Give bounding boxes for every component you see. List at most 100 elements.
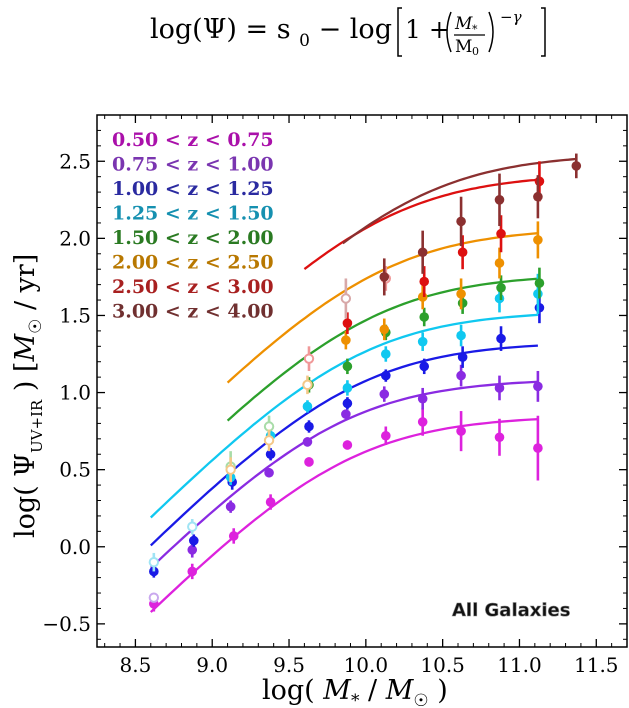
- equation-one-plus: 1 +: [405, 15, 450, 44]
- data-point: [302, 401, 313, 412]
- data-point-open: [225, 464, 236, 475]
- legend-entry: 1.50 < z < 2.00: [112, 227, 274, 249]
- data-point: [417, 336, 428, 347]
- data-point: [533, 191, 543, 202]
- data-point-open: [148, 556, 160, 568]
- data-point-open: [263, 421, 275, 432]
- equation-lhs: log(Ψ) = s: [150, 14, 291, 45]
- x-tick-label: 8.5: [119, 653, 151, 677]
- legend-entry: 1.25 < z < 1.50: [112, 203, 274, 225]
- data-point: [419, 276, 430, 287]
- data-point: [228, 531, 239, 541]
- data-point: [265, 449, 276, 460]
- data-point: [456, 330, 466, 341]
- data-point: [381, 370, 391, 381]
- data-point: [496, 333, 506, 344]
- data-point: [456, 216, 466, 227]
- data-point: [534, 278, 545, 288]
- data-point: [496, 282, 506, 293]
- data-point: [534, 302, 545, 313]
- y-axis-label: log( ΨUV+IR ) [M☉ / yr]: [10, 254, 46, 538]
- data-point: [265, 497, 276, 507]
- data-point: [381, 430, 391, 441]
- all-galaxies-annotation: All Galaxies: [452, 600, 570, 621]
- equation-frac-num: M: [454, 14, 473, 34]
- data-point: [379, 272, 390, 282]
- x-tick-label: 11.5: [574, 653, 619, 677]
- data-point: [419, 361, 430, 372]
- equation: log(Ψ) = s 0 − log 1 + M * M 0 −γ: [150, 7, 546, 58]
- fit-curves: [149, 157, 577, 613]
- y-tick-label: 1.5: [59, 303, 91, 327]
- data-point: [456, 426, 466, 436]
- x-tick-label: 9.5: [273, 653, 305, 677]
- data-point: [457, 298, 468, 308]
- y-tick-label: 0.0: [59, 535, 91, 559]
- data-point: [379, 389, 390, 399]
- data-point-open: [303, 353, 315, 364]
- legend-entry: 2.50 < z < 3.00: [112, 276, 274, 298]
- data-point: [533, 289, 543, 299]
- legend-entry: 2.00 < z < 2.50: [112, 252, 274, 274]
- svg-text:log( M* / M☉ ): log( M* / M☉ ): [262, 675, 448, 708]
- data-point: [341, 335, 351, 345]
- data-point: [456, 289, 466, 299]
- data-point: [188, 535, 199, 546]
- data-point-open: [302, 379, 313, 391]
- svg-text:log(Ψ) = s 0 − lo: log(Ψ) = s 0 − log: [150, 14, 392, 53]
- data-point: [533, 443, 543, 453]
- equation-exponent: −γ: [500, 8, 522, 26]
- fit-curve: [226, 232, 538, 384]
- legend: 0.50 < z < 0.75 0.75 < z < 1.001.00 < z <…: [112, 129, 274, 323]
- data-point: [417, 417, 428, 427]
- y-tick-label: 1.0: [59, 381, 91, 405]
- y-tick-label: 0.5: [59, 458, 91, 482]
- legend-entry: 0.50 < z < 0.75: [112, 129, 274, 151]
- y-tick-label: 2.5: [59, 149, 91, 173]
- equation-frac-num-sub: *: [472, 23, 478, 36]
- legend-entry: 1.00 < z < 1.25: [112, 178, 274, 200]
- data-point: [341, 409, 351, 419]
- data-point: [342, 318, 353, 328]
- data-point: [533, 235, 543, 245]
- x-tick-label: 11.0: [497, 653, 542, 677]
- data-point: [494, 195, 505, 205]
- data-point: [456, 370, 466, 381]
- axis-ticks: 8.5 9.0 9.5 10.0 10.5 11.0 11.5 −0.5 0.0 0.5 1.0 1.…: [42, 115, 628, 677]
- fit-curve: [226, 277, 538, 422]
- plot-area-frame: [96, 114, 628, 648]
- fit-curve: [342, 157, 577, 245]
- data-point: [494, 293, 505, 304]
- data-point: [304, 421, 314, 432]
- data-point: [417, 393, 428, 404]
- y-tick-label: 2.0: [59, 226, 91, 250]
- data-point: [342, 398, 353, 409]
- fit-curve: [150, 418, 538, 613]
- data-point: [187, 566, 198, 577]
- legend-entry: 3.00 < z < 4.00: [112, 301, 274, 323]
- fit-curve: [150, 380, 538, 569]
- data-point: [417, 292, 428, 302]
- data-point: [304, 457, 314, 467]
- equation-frac-den: M: [455, 37, 472, 57]
- data-point-open: [263, 435, 275, 446]
- data-point: [342, 440, 353, 450]
- data-point: [494, 383, 505, 393]
- y-tick-label: −0.5: [42, 612, 91, 636]
- data-point-open: [148, 592, 160, 603]
- data-point: [533, 381, 543, 392]
- data-point: [419, 312, 430, 322]
- data-point: [494, 258, 505, 268]
- data-point: [379, 324, 390, 335]
- x-tick-label: 9.0: [196, 653, 228, 677]
- fit-curve: [149, 313, 538, 519]
- data-point: [496, 228, 506, 239]
- data-point: [381, 349, 391, 359]
- data-point: [342, 383, 353, 393]
- data-point: [534, 176, 545, 187]
- data-point: [342, 361, 353, 372]
- data-point: [302, 437, 313, 447]
- data-point: [571, 161, 582, 171]
- svg-text:log( ΨUV+IR ) [M☉ / yr]: log( ΨUV+IR ) [M☉ / yr]: [10, 254, 46, 538]
